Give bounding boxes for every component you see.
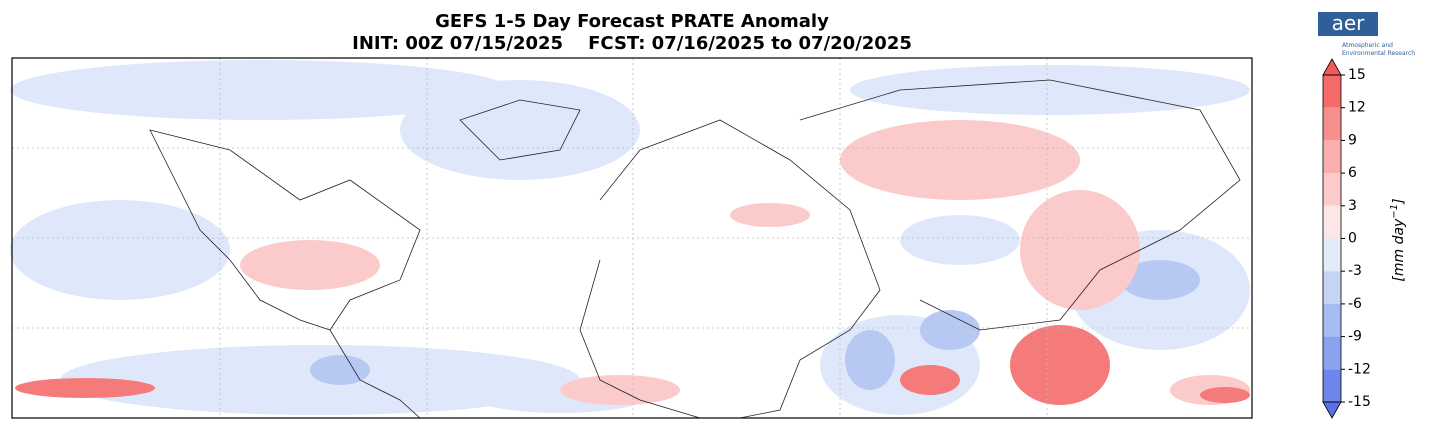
colorbar-band — [1323, 140, 1341, 174]
red-cores — [15, 325, 1250, 405]
colorbar-tick-label: 15 — [1348, 67, 1366, 83]
colorbar-band — [1323, 303, 1341, 337]
colorbar-label: [mm day−1] — [1389, 198, 1407, 281]
blue-cores — [310, 260, 1200, 390]
logo-text: Atmospheric and — [1342, 42, 1393, 49]
colorbar-band — [1323, 173, 1341, 206]
label-end: ] — [1391, 198, 1407, 204]
colorbar-tick-label: -3 — [1348, 263, 1362, 279]
red-areas — [240, 120, 1250, 405]
colorbar-band — [1323, 75, 1341, 108]
logo-mark: aer — [1332, 11, 1366, 35]
colorbar: 15 12 9 6 3 0 -3 -6 -9 -12 -15 — [1322, 58, 1371, 419]
colorbar-tick-label: 12 — [1348, 100, 1366, 116]
logo: aer Atmospheric and Environmental Resear… — [1318, 11, 1415, 57]
colorbar-band — [1323, 336, 1341, 370]
colorbar-band — [1323, 205, 1341, 239]
colorbar-tick-label: -6 — [1348, 296, 1362, 312]
colorbar-tick-label: -15 — [1348, 394, 1371, 410]
colorbar-over — [1322, 58, 1342, 76]
label-exponent: −1 — [1389, 204, 1400, 219]
map-frame — [11, 57, 1253, 419]
colorbar-tick-label: 9 — [1348, 132, 1357, 148]
colorbar-tick-label: 6 — [1348, 165, 1357, 181]
colorbar-band — [1323, 271, 1341, 304]
colorbar-band — [1323, 369, 1341, 402]
logo-text: Environmental Research — [1342, 50, 1415, 57]
label-base: [mm day — [1391, 218, 1407, 282]
map — [10, 57, 1253, 419]
subtitle: INIT: 00Z 07/15/2025 FCST: 07/16/2025 to… — [352, 33, 912, 54]
title: GEFS 1-5 Day Forecast PRATE Anomaly — [435, 11, 829, 32]
colorbar-tick-label: -12 — [1348, 361, 1371, 377]
colorbar-tick-label: 3 — [1348, 198, 1357, 214]
colorbar-band — [1323, 238, 1341, 272]
coastlines — [149, 79, 1241, 419]
graticule — [12, 58, 1252, 418]
logo-box — [1318, 12, 1378, 36]
colorbar-band — [1323, 107, 1341, 141]
colorbar-under — [1322, 401, 1342, 419]
colorbar-tick-label: -9 — [1348, 329, 1362, 345]
colorbar-tick-label: 0 — [1348, 231, 1357, 247]
